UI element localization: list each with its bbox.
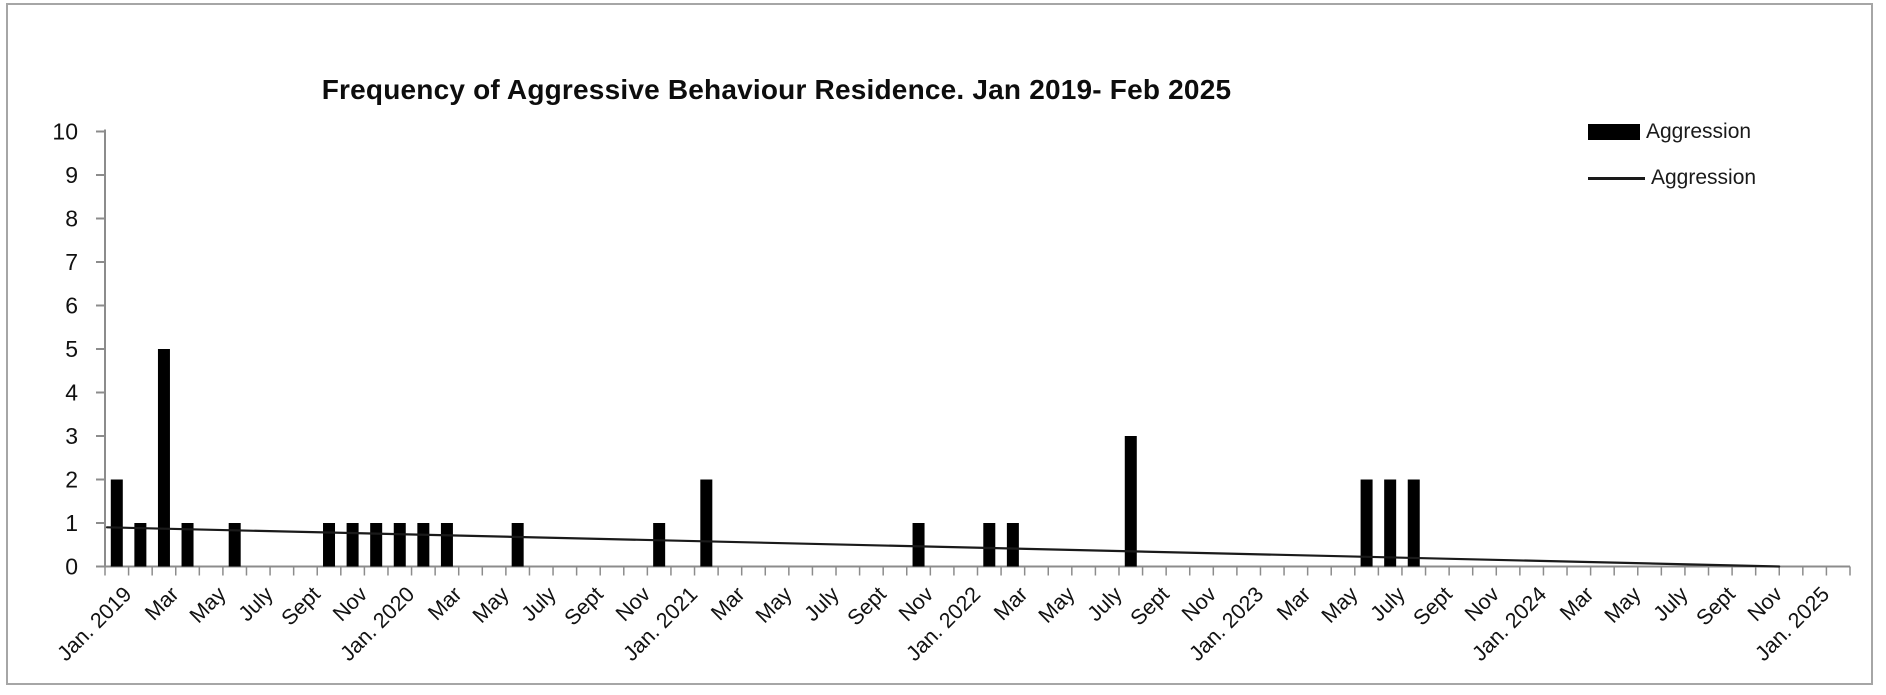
legend-label: Aggression (1646, 120, 1752, 143)
x-axis-tick-label: July (234, 582, 278, 626)
y-axis-tick-label: 0 (65, 554, 78, 580)
x-axis-tick-label: Jan. 2019 (53, 582, 137, 666)
x-axis-tick-label: May (1034, 582, 1080, 628)
bar-swatch-icon (1588, 124, 1640, 140)
x-axis-tick-label: Mar (140, 582, 183, 625)
y-axis-tick-label: 9 (65, 162, 78, 188)
y-axis-tick-label: 8 (65, 206, 78, 232)
aggression-bar (1124, 436, 1137, 567)
x-axis-tick-label: Sept (277, 582, 325, 630)
x-axis-tick-label: May (1600, 582, 1646, 628)
legend: Aggression Aggression (1588, 116, 1756, 194)
y-axis-tick-label: 10 (52, 119, 78, 145)
aggression-bar (346, 523, 359, 567)
y-axis-tick-label: 5 (65, 336, 78, 362)
line-swatch-icon (1588, 176, 1645, 180)
chart-title: Frequency of Aggressive Behaviour Reside… (321, 74, 1232, 105)
x-axis-tick-label: July (1366, 582, 1410, 626)
y-axis-tick-label: 1 (65, 510, 78, 536)
aggression-bar (440, 523, 453, 567)
aggression-trendline (105, 526, 1781, 568)
x-axis-tick-label: Mar (989, 582, 1032, 625)
y-axis-tick-label: 6 (65, 293, 78, 319)
aggression-bar (1384, 479, 1397, 567)
aggression-bar (700, 479, 713, 567)
x-axis-tick-label: Mar (1555, 582, 1598, 625)
x-axis-tick-label: Sept (560, 582, 608, 630)
x-axis-tick-label: May (468, 582, 514, 628)
aggression-bar (1360, 479, 1373, 567)
aggression-bar (370, 523, 383, 567)
aggression-bar (1407, 479, 1420, 567)
legend-label: Aggression (1651, 166, 1757, 189)
x-axis-tick-label: July (1083, 582, 1127, 626)
aggression-bar (228, 523, 241, 567)
aggression-bar (110, 479, 123, 567)
x-axis-tick-label: May (185, 582, 231, 628)
legend-entry-bar: Aggression (1588, 116, 1756, 148)
x-axis-tick-label: Sept (1409, 582, 1457, 630)
aggression-bar (134, 523, 147, 567)
aggression-bar (653, 523, 666, 567)
x-axis-tick-label: Mar (423, 582, 466, 625)
y-axis-tick-label: 2 (65, 467, 78, 493)
x-axis-tick-label: July (517, 582, 561, 626)
y-axis-tick-label: 3 (65, 423, 78, 449)
aggression-bar (417, 523, 430, 567)
aggression-bar (157, 349, 170, 567)
x-axis-tick-label: Sept (843, 582, 891, 630)
aggression-bar (983, 523, 996, 567)
x-axis-tick-label: Sept (1126, 582, 1174, 630)
aggression-bar (511, 523, 524, 567)
x-axis-tick-label: May (1317, 582, 1363, 628)
x-axis-tick-label: Sept (1692, 582, 1740, 630)
x-axis-tick-label: Mar (1272, 582, 1315, 625)
aggression-bar (323, 523, 336, 567)
x-axis-tick-label: Mar (706, 582, 749, 625)
x-axis-tick-label: July (1649, 582, 1693, 626)
y-axis-tick-label: 4 (65, 380, 78, 406)
legend-entry-line: Aggression (1588, 162, 1756, 194)
aggression-bar (912, 523, 925, 567)
aggression-bar (181, 523, 194, 567)
x-axis-tick-label: May (751, 582, 797, 628)
x-axis-tick-label: July (800, 582, 844, 626)
y-axis-tick-label: 7 (65, 249, 78, 275)
aggression-bar (1006, 523, 1019, 567)
aggression-bar (393, 523, 406, 567)
